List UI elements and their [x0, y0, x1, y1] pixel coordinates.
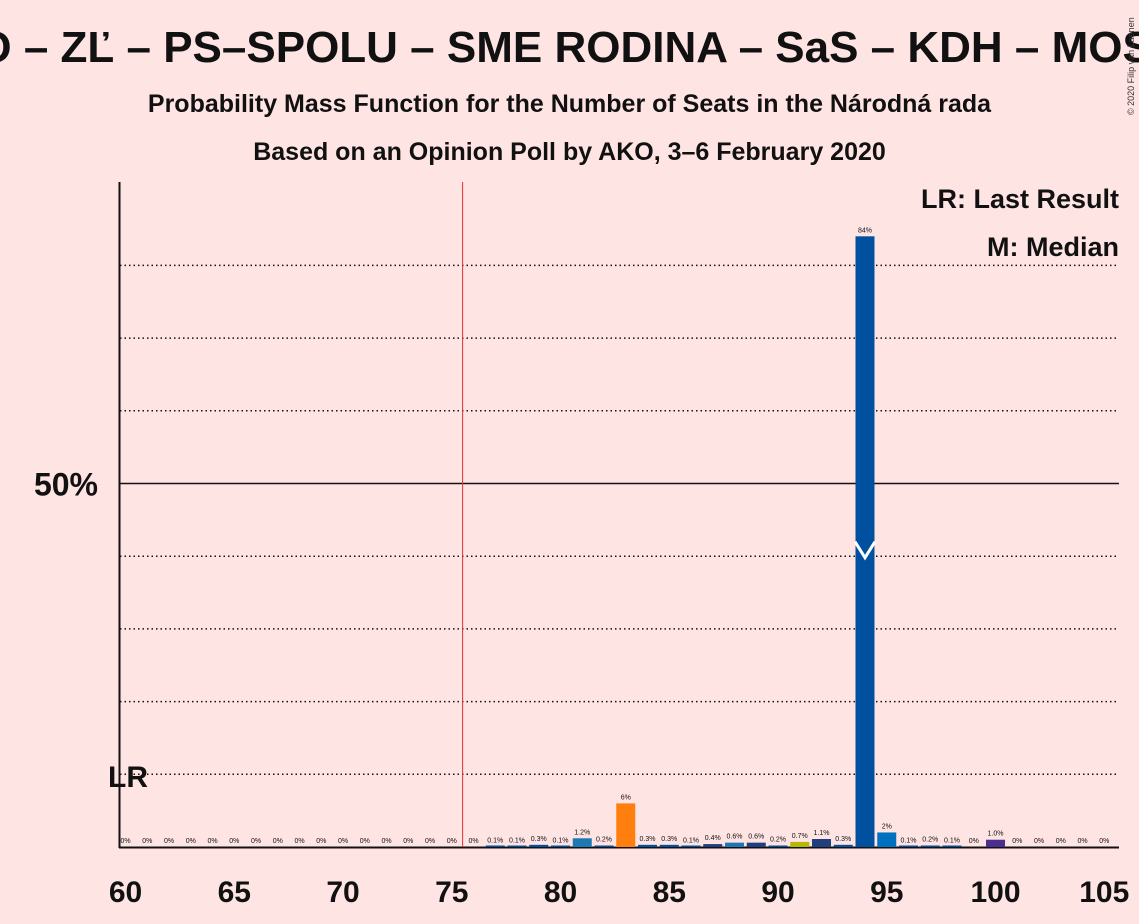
bar-label-74: 0%: [425, 838, 435, 845]
bar-87: [703, 844, 723, 847]
bar-label-67: 0%: [273, 838, 283, 845]
bar-label-71: 0%: [360, 838, 370, 845]
bar-label-97: 0.2%: [922, 837, 938, 844]
bar-78: [507, 845, 527, 847]
bar-82: [594, 845, 614, 847]
bar-84: [638, 844, 657, 847]
bar-label-85: 0.3%: [661, 836, 677, 843]
bar-label-83: 6%: [621, 794, 631, 801]
bar-88: [725, 842, 744, 847]
bar-86: [681, 845, 701, 847]
bar-92: [812, 839, 831, 847]
x-tick-label: 100: [970, 876, 1020, 909]
last-result-marker: LR: [108, 761, 148, 794]
bar-label-105: 0%: [1099, 838, 1109, 845]
bar-91: [790, 841, 810, 847]
bar-label-73: 0%: [403, 838, 413, 845]
bar-label-84: 0.3%: [640, 836, 656, 843]
bar-label-100: 1.0%: [988, 831, 1004, 838]
bar-label-65: 0%: [229, 838, 239, 845]
bar-90: [768, 845, 788, 847]
bar-label-94: 84%: [858, 227, 872, 234]
x-tick-label: 80: [544, 876, 577, 909]
bar-96: [899, 845, 918, 847]
bar-label-101: 0%: [1012, 838, 1022, 845]
x-tick-label: 95: [870, 876, 903, 909]
bar-79: [529, 844, 549, 847]
bar-89: [746, 842, 766, 847]
bar-98: [942, 845, 962, 847]
bar-label-75: 0%: [447, 838, 457, 845]
bar-83: [616, 803, 636, 847]
bar-label-68: 0%: [294, 838, 304, 845]
bar-label-96: 0.1%: [901, 837, 917, 844]
bar-100: [986, 839, 1005, 847]
bar-95: [877, 832, 897, 847]
bar-85: [659, 844, 679, 847]
bar-label-89: 0.6%: [748, 834, 764, 841]
bar-label-72: 0%: [381, 838, 391, 845]
bar-label-88: 0.6%: [727, 834, 743, 841]
bar-label-104: 0%: [1077, 838, 1087, 845]
bar-81: [572, 838, 592, 847]
bar-label-99: 0%: [969, 838, 979, 845]
bar-77: [485, 845, 505, 847]
bar-label-63: 0%: [186, 838, 196, 845]
bar-label-62: 0%: [164, 838, 174, 845]
bar-label-92: 1.1%: [814, 830, 830, 837]
x-tick-label: 70: [326, 876, 359, 909]
bar-label-61: 0%: [142, 838, 152, 845]
bar-label-98: 0.1%: [944, 837, 960, 844]
bar-label-82: 0.2%: [596, 837, 612, 844]
bar-label-86: 0.1%: [683, 837, 699, 844]
bar-label-87: 0.4%: [705, 835, 721, 842]
bar-label-102: 0%: [1034, 838, 1044, 845]
x-tick-label: 60: [109, 876, 142, 909]
x-tick-label: 75: [435, 876, 468, 909]
y-tick-label: 50%: [34, 467, 98, 503]
bar-94: [855, 236, 875, 847]
bar-label-91: 0.7%: [792, 833, 808, 840]
bar-label-70: 0%: [338, 838, 348, 845]
bar-label-103: 0%: [1056, 838, 1066, 845]
bar-label-90: 0.2%: [770, 837, 786, 844]
bar-97: [920, 845, 940, 847]
bar-label-95: 2%: [882, 823, 892, 830]
chart-subtitle: Probability Mass Function for the Number…: [147, 90, 992, 118]
bar-label-76: 0%: [468, 838, 478, 845]
chart-source-subtitle: Based on an Opinion Poll by AKO, 3–6 Feb…: [253, 138, 886, 166]
bar-label-80: 0.1%: [553, 837, 569, 844]
bar-label-77: 0.1%: [487, 837, 503, 844]
x-tick-label: 90: [761, 876, 794, 909]
x-tick-label: 65: [218, 876, 251, 909]
legend-last-result: LR: Last Result: [920, 184, 1119, 214]
legend-median: M: Median: [987, 232, 1119, 262]
x-tick-label: 85: [653, 876, 686, 909]
median-marker: [853, 540, 877, 561]
bar-label-81: 1.2%: [574, 829, 590, 836]
bar-label-64: 0%: [207, 838, 217, 845]
chart-title: OĽaNO – ZĽ – PS–SPOLU – SME RODINA – SaS…: [0, 23, 1139, 72]
bar-93: [833, 844, 853, 847]
bar-label-66: 0%: [251, 838, 261, 845]
bar-label-69: 0%: [316, 838, 326, 845]
bar-label-60: 0%: [120, 838, 130, 845]
x-tick-label: 105: [1079, 876, 1129, 909]
bar-label-93: 0.3%: [835, 836, 851, 843]
bar-label-78: 0.1%: [509, 837, 525, 844]
bar-80: [551, 845, 570, 847]
bar-label-79: 0.3%: [531, 836, 547, 843]
